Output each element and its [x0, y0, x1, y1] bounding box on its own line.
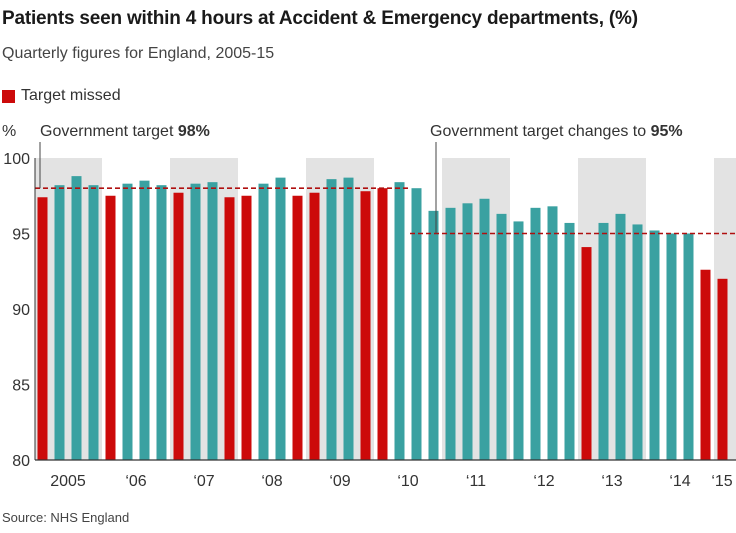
bar-met: [326, 179, 337, 460]
bar-met: [207, 182, 218, 460]
bar-missed: [173, 192, 184, 461]
bar-met: [411, 188, 422, 460]
x-tick-label: ‘14: [669, 473, 690, 490]
bar-met: [530, 207, 541, 460]
bar-met: [258, 183, 269, 461]
bar-met: [513, 221, 524, 460]
bar-met: [547, 206, 558, 460]
x-tick-label: ‘07: [193, 473, 214, 490]
x-tick-label: ‘13: [601, 473, 622, 490]
x-tick-label: ‘09: [329, 473, 350, 490]
x-tick-label: ‘10: [397, 473, 418, 490]
x-tick-label: ‘06: [125, 473, 146, 490]
bar-met: [394, 182, 405, 460]
y-axis-unit-label: %: [2, 123, 16, 140]
bar-missed: [377, 188, 388, 460]
bar-met: [343, 177, 354, 460]
bar-met: [139, 180, 150, 460]
chart-title: Patients seen within 4 hours at Accident…: [2, 8, 638, 29]
bar-met: [666, 233, 677, 460]
bar-missed: [581, 247, 592, 460]
target-label-98: Government target 98%: [40, 123, 210, 140]
bars: [37, 176, 728, 461]
bar-met: [649, 230, 660, 460]
bar-missed: [241, 195, 252, 460]
bar-missed: [700, 269, 711, 460]
bar-missed: [717, 278, 728, 460]
x-tick-label: ‘08: [261, 473, 282, 490]
legend-swatch-missed: [2, 89, 15, 103]
y-tick-label: 90: [12, 302, 30, 319]
legend: Target missed: [2, 86, 121, 106]
x-tick-label: ‘15: [711, 473, 732, 490]
bar-missed: [37, 197, 48, 460]
bar-met: [156, 185, 167, 460]
bar-missed: [224, 197, 235, 460]
bar-met: [632, 224, 643, 460]
bar-met: [564, 222, 575, 460]
target-lines: [35, 187, 736, 235]
bar-met: [190, 183, 201, 461]
bar-missed: [105, 195, 116, 460]
source-note: Source: NHS England: [2, 510, 130, 525]
y-tick-label: 100: [3, 151, 30, 168]
target-label-95: Government target changes to 95%: [430, 123, 683, 140]
bar-met: [683, 233, 694, 460]
axes: 80 85 90 95 100% 2005 ‘06 ‘07 ‘08 ‘09 ‘10 ‘11 ‘12 ‘13…: [2, 123, 736, 490]
bar-met: [445, 207, 456, 460]
bar-met: [479, 198, 490, 460]
x-tick-label: ‘12: [533, 473, 554, 490]
legend-label-missed: Target missed: [21, 87, 121, 104]
y-tick-label: 95: [12, 227, 30, 244]
bar-met: [598, 222, 609, 460]
bar-met: [496, 213, 507, 460]
bar-met: [428, 210, 439, 460]
bar-met: [615, 213, 626, 460]
bar-met: [71, 176, 82, 460]
bar-missed: [292, 195, 303, 460]
bar-met: [88, 185, 99, 460]
bar-missed: [360, 191, 371, 460]
x-tick-label: 2005: [50, 473, 86, 490]
bar-met: [275, 177, 286, 460]
chart-subtitle: Quarterly figures for England, 2005-15: [2, 45, 275, 62]
bar-met: [462, 203, 473, 461]
x-tick-label: ‘11: [466, 473, 486, 490]
bar-missed: [309, 192, 320, 461]
bar-met: [122, 183, 133, 461]
bar-met: [54, 185, 65, 460]
y-tick-label: 85: [12, 378, 30, 395]
annotations: Government target 98% Government target c…: [39, 123, 683, 234]
y-tick-label: 80: [12, 453, 30, 470]
